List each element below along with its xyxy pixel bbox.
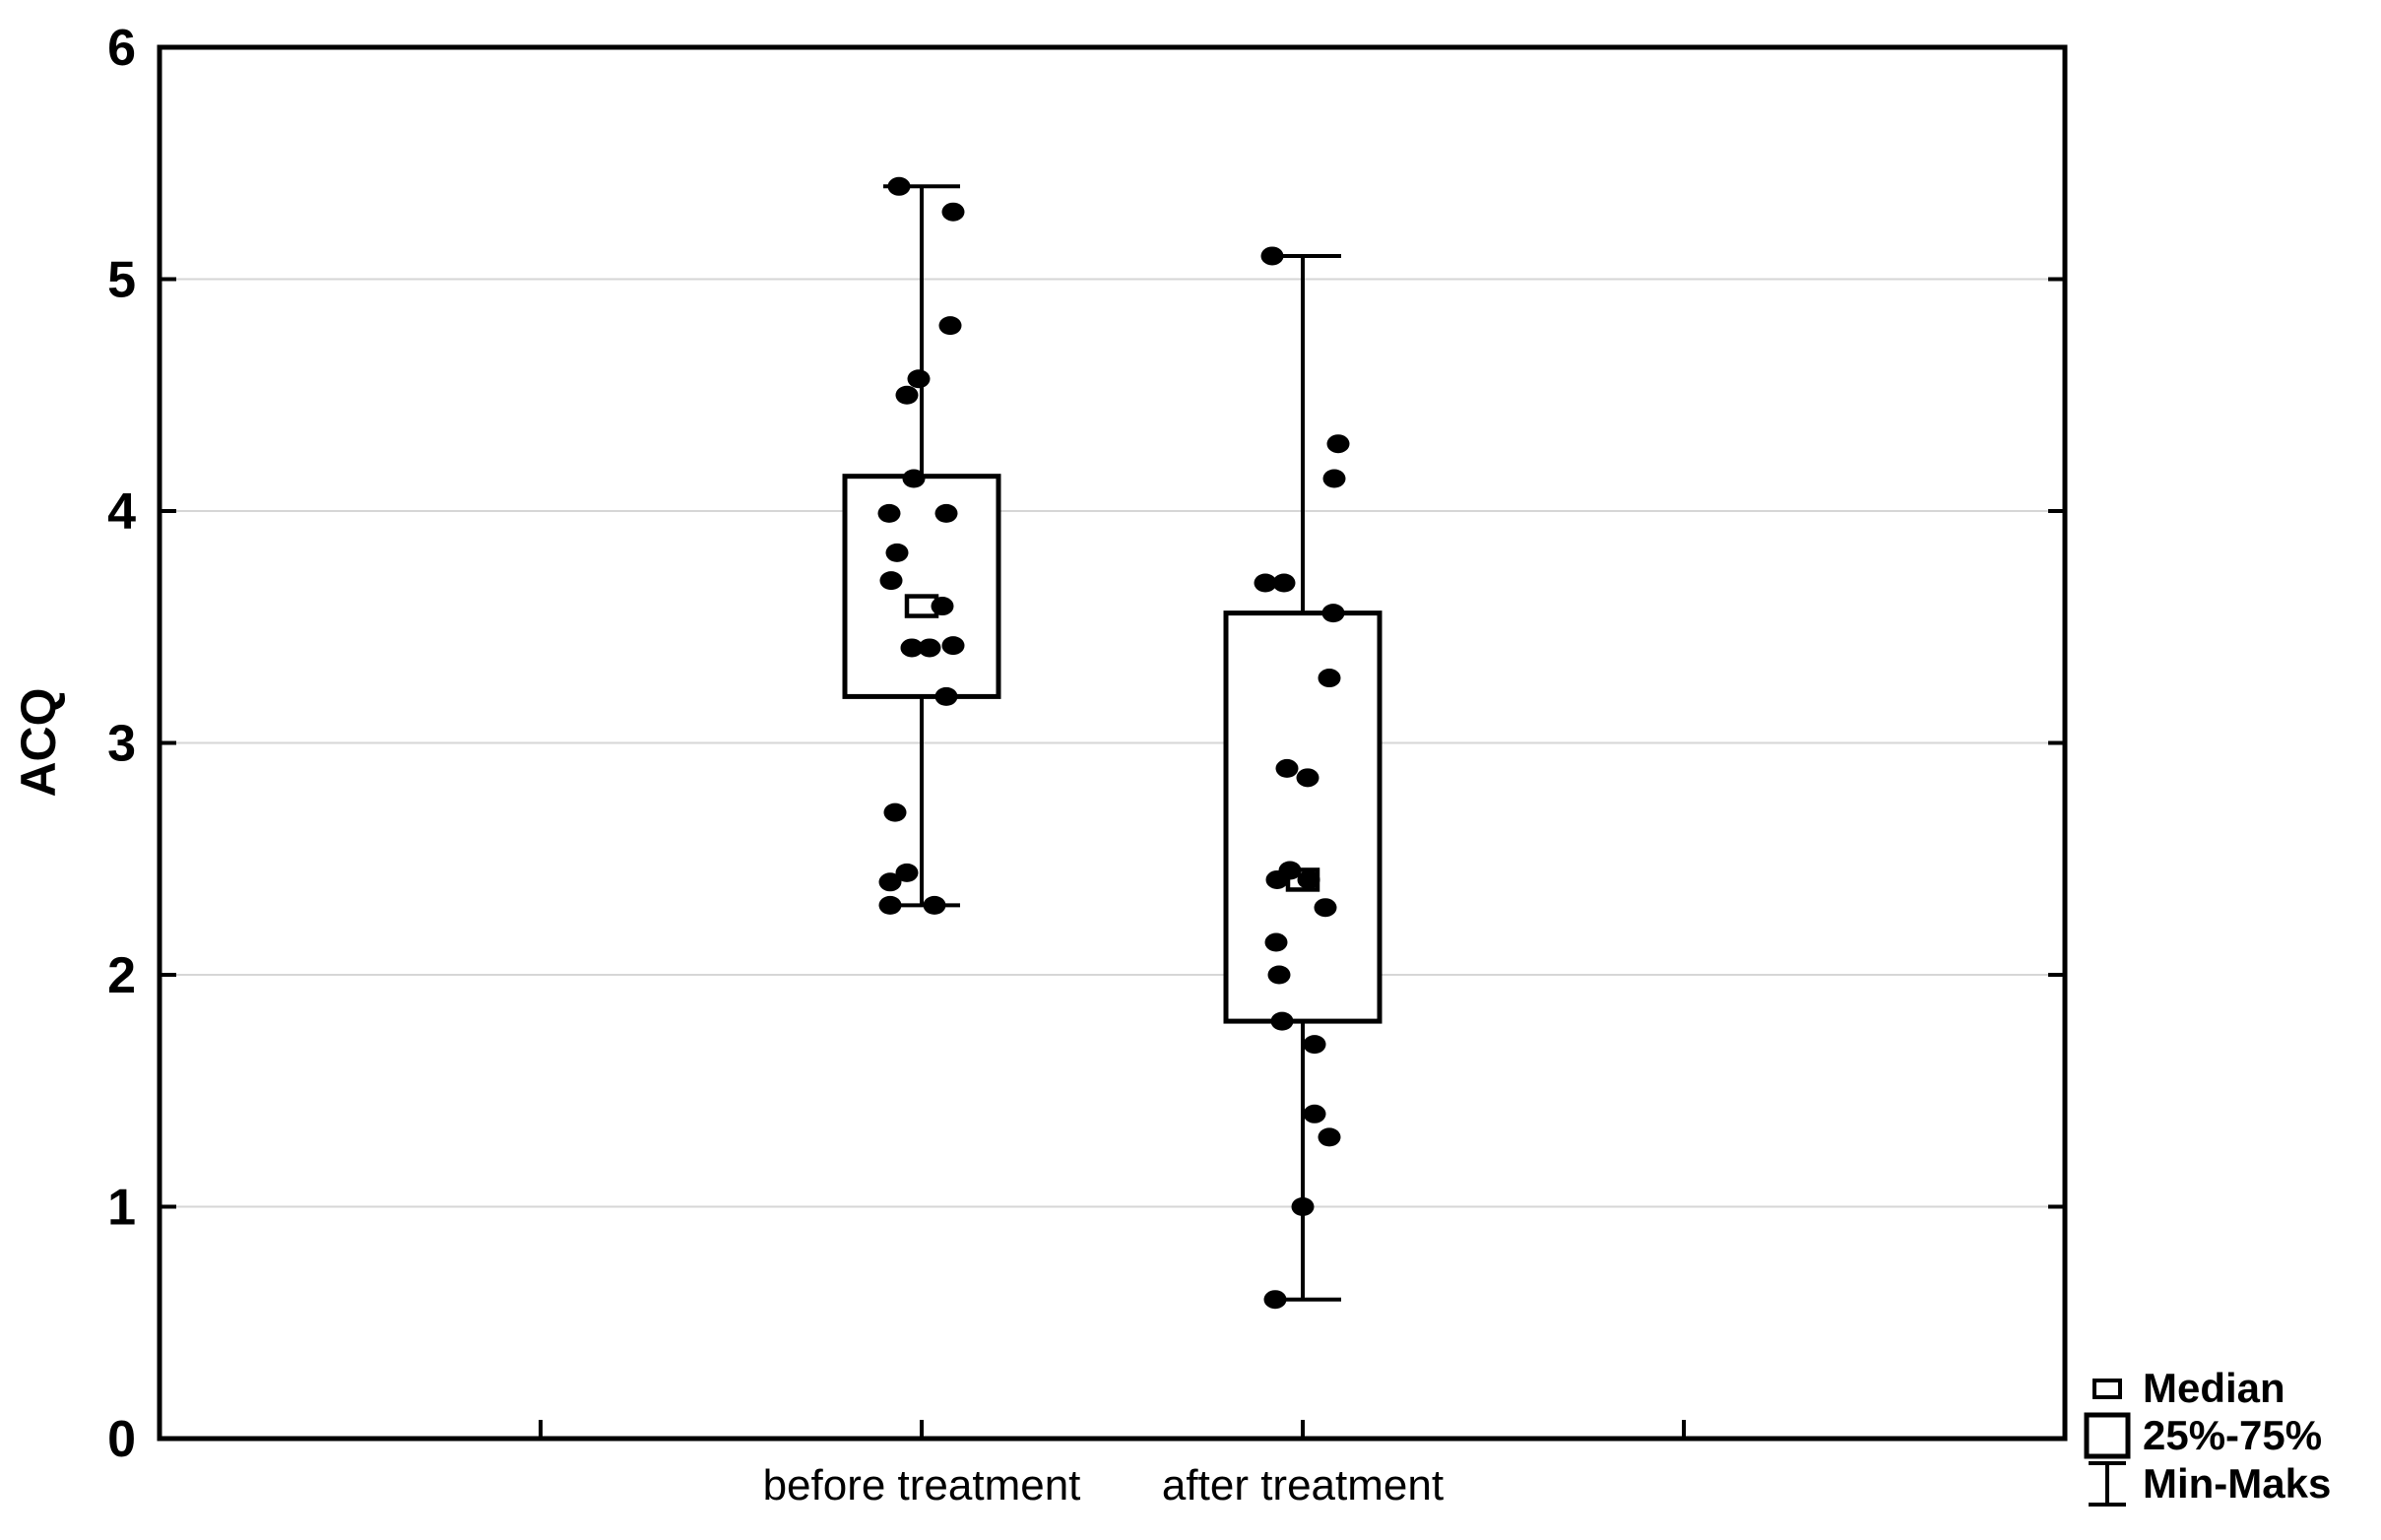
data-point (895, 385, 919, 405)
iqr-box (842, 474, 1001, 699)
data-point (934, 686, 958, 706)
data-point (1303, 1035, 1326, 1055)
data-point (902, 469, 926, 488)
data-point (900, 638, 924, 658)
data-point (877, 503, 901, 523)
y-tick-label: 0 (107, 1411, 136, 1468)
y-tick-label: 5 (107, 252, 136, 309)
box-group-before-treatment (842, 176, 1001, 915)
data-point (878, 872, 902, 892)
data-point (1263, 1290, 1287, 1310)
box-group-after-treatment (1223, 246, 1383, 1310)
y-tick-label: 2 (107, 947, 136, 1004)
data-point (938, 316, 962, 336)
data-point (887, 176, 911, 196)
legend-label: 25%-75% (2143, 1412, 2322, 1458)
data-point (918, 638, 941, 658)
legend-median-square-icon (2092, 1379, 2122, 1399)
data-point (1314, 898, 1337, 918)
data-point (1254, 573, 1277, 593)
data-point (1260, 246, 1284, 266)
y-axis-title: ACQ (11, 687, 66, 797)
data-point (1321, 604, 1345, 623)
y-tick-label: 4 (107, 483, 136, 541)
data-point (1322, 469, 1346, 488)
data-point (885, 543, 909, 562)
data-point (1267, 965, 1291, 985)
data-point (895, 863, 919, 882)
data-point (1272, 573, 1296, 593)
data-point (1303, 1104, 1326, 1123)
data-point (1318, 1127, 1341, 1147)
iqr-box (1223, 610, 1383, 1024)
data-point (1270, 1011, 1294, 1031)
y-tick-label: 1 (107, 1180, 136, 1237)
data-point (1296, 768, 1319, 788)
data-point (941, 202, 965, 222)
data-point (1275, 758, 1299, 778)
data-point (1318, 669, 1341, 688)
y-tick-label: 6 (107, 20, 136, 77)
data-point (931, 597, 954, 616)
legend-label: Median (2143, 1365, 2285, 1411)
data-point (907, 369, 931, 389)
legend-iqr-box-icon (2084, 1412, 2131, 1459)
data-point (1264, 932, 1288, 952)
data-point (883, 802, 907, 822)
x-category-label: before treatment (763, 1461, 1081, 1509)
data-point (1326, 434, 1350, 454)
data-point (941, 636, 965, 656)
data-point (1265, 869, 1289, 889)
legend-label: Min-Maks (2143, 1460, 2331, 1507)
y-tick-label: 3 (107, 716, 136, 773)
data-point (934, 503, 958, 523)
x-category-label: after treatment (1162, 1461, 1444, 1509)
data-point (879, 571, 903, 591)
data-point (923, 895, 946, 915)
data-point (1291, 1197, 1315, 1216)
data-point (878, 895, 902, 915)
data-point (1297, 869, 1320, 889)
